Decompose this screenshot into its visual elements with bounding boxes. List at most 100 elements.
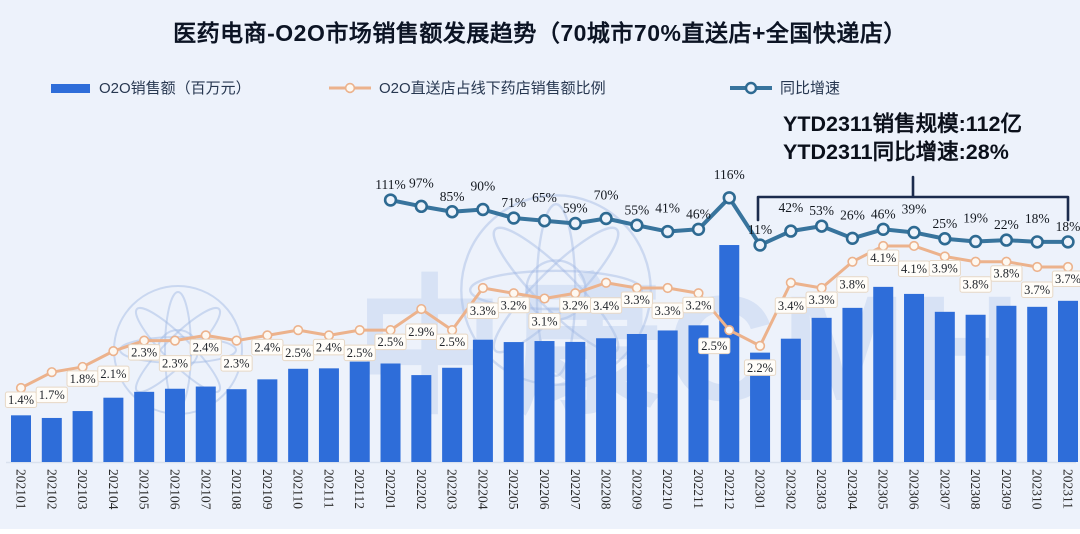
x-tick-202106: 202106: [167, 469, 182, 510]
x-tick-202111: 202111: [321, 469, 336, 509]
ratio-label-202301: 2.2%: [747, 361, 773, 375]
ratio-label-box-202304: [836, 276, 869, 293]
yoy-label-202304: 26%: [840, 207, 865, 222]
ratio-label-202306: 4.1%: [901, 262, 927, 276]
x-tick-202102: 202102: [44, 469, 59, 510]
yoy-label-202311: 18%: [1056, 219, 1080, 234]
yoy-point-202211: [691, 222, 706, 237]
x-tick-202209: 202209: [629, 469, 644, 510]
bar-202203: [442, 367, 463, 462]
ratio-label-202111: 2.4%: [316, 340, 342, 354]
bar-202310: [1027, 306, 1048, 462]
x-tick-202305: 202305: [876, 469, 891, 510]
x-tick-202204: 202204: [475, 469, 490, 510]
bar-202111: [318, 368, 339, 462]
ratio-point-202105: [139, 335, 150, 346]
x-tick-202109: 202109: [260, 469, 275, 510]
yoy-label-202207: 59%: [563, 200, 588, 215]
x-tick-202202: 202202: [414, 469, 429, 510]
yoy-point-202310: [1030, 235, 1044, 249]
chart-legend: O2O销售额（百万元） O2O直送店占线下药店销售额比例 同比增速: [0, 77, 1080, 99]
yoy-point-202209: [630, 218, 644, 232]
yoy-point-202304: [845, 231, 860, 246]
x-tick-202210: 202210: [660, 469, 675, 510]
ratio-point-202309: [1001, 256, 1012, 267]
bar-202308: [965, 314, 986, 462]
bar-series-swatch-icon: [51, 83, 90, 93]
ratio-label-box-202211: [682, 296, 715, 314]
ratio-label-box-202107: [189, 338, 222, 356]
legend-label-ratio: O2O直送店占线下药店销售额比例: [379, 80, 606, 97]
yoy-point-202201: [383, 193, 398, 207]
yoy-point-202210: [660, 224, 675, 239]
ratio-point-202206: [539, 293, 550, 304]
x-tick-202108: 202108: [229, 469, 244, 510]
ratio-label-box-202112: [343, 344, 376, 362]
x-tick-202304: 202304: [845, 469, 860, 510]
ratio-point-202109: [262, 330, 273, 341]
bar-202103: [72, 411, 93, 462]
x-tick-202206: 202206: [537, 469, 552, 510]
yoy-label-202303: 53%: [809, 203, 834, 218]
ratio-point-202204: [477, 282, 489, 294]
ytd-growth-line: YTD2311同比增速:28%: [783, 140, 1009, 164]
ratio-point-202307: [939, 251, 950, 262]
ratio-label-202203: 2.5%: [439, 335, 465, 349]
ratio-point-202103: [77, 361, 88, 373]
yoy-label-202205: 71%: [501, 195, 526, 210]
ratio-label-box-202311: [1051, 270, 1080, 287]
yoy-point-202212: [722, 191, 736, 205]
x-tick-202310: 202310: [1030, 469, 1045, 510]
ratio-label-box-202205: [497, 296, 530, 314]
ratio-label-202104: 2.1%: [100, 367, 126, 381]
x-tick-202208: 202208: [599, 469, 614, 510]
ratio-label-202210: 3.3%: [655, 304, 681, 318]
yoy-label-202201: 111%: [375, 177, 406, 192]
x-tick-202306: 202306: [907, 469, 922, 510]
bar-202307: [934, 311, 955, 462]
yoy-label-202306: 39%: [902, 201, 927, 216]
legend-label-yoy: 同比增速: [780, 80, 841, 97]
x-tick-202105: 202105: [137, 469, 152, 510]
legend-item-yoy: 同比增速: [729, 77, 840, 98]
yoy-label-202309: 22%: [994, 217, 1019, 232]
ratio-label-202103: 1.8%: [70, 372, 96, 386]
bar-202107: [195, 386, 216, 462]
x-tick-202302: 202302: [783, 469, 798, 510]
ratio-label-202106: 2.3%: [162, 357, 188, 371]
ratio-label-202205: 3.2%: [501, 298, 527, 312]
ratio-label-202105: 2.3%: [131, 346, 157, 360]
x-tick-202301: 202301: [753, 469, 768, 510]
ytd-annotation: YTD2311销售规模:112亿 YTD2311同比增速:28%: [783, 110, 1022, 166]
ratio-label-202212: 2.5%: [701, 339, 727, 353]
ratio-point-202210: [662, 282, 673, 294]
ratio-label-box-202305: [867, 249, 900, 266]
ratio-point-202201: [385, 325, 396, 336]
bar-202306: [904, 293, 925, 462]
ratio-point-202101: [15, 382, 27, 394]
ratio-point-202108: [231, 335, 242, 346]
ratio-point-202305: [878, 240, 889, 252]
ratio-label-202209: 3.3%: [624, 293, 650, 307]
bar-202206: [534, 341, 555, 462]
ratio-label-202110: 2.5%: [285, 346, 311, 360]
ratio-point-202310: [1032, 261, 1043, 273]
yoy-label-202202: 97%: [409, 175, 434, 190]
ratio-label-box-202105: [128, 344, 161, 361]
ratio-point-202303: [816, 282, 827, 294]
ratio-label-box-202201: [374, 333, 407, 351]
yoy-point-202208: [599, 211, 613, 226]
yoy-label-202211: 46%: [686, 206, 711, 221]
bar-202112: [349, 361, 370, 462]
ratio-label-box-202209: [620, 291, 653, 309]
bar-202309: [996, 305, 1017, 462]
bar-202303: [811, 317, 832, 462]
yoy-point-202202: [414, 199, 429, 214]
ratio-label-box-202102: [35, 386, 68, 404]
yoy-label-202307: 25%: [932, 216, 957, 231]
yoy-point-202303: [814, 219, 829, 233]
ratio-label-box-202303: [805, 291, 838, 309]
ratio-label-box-202108: [220, 355, 253, 372]
ratio-label-202108: 2.3%: [224, 357, 250, 371]
ratio-label-202102: 1.7%: [39, 388, 65, 402]
